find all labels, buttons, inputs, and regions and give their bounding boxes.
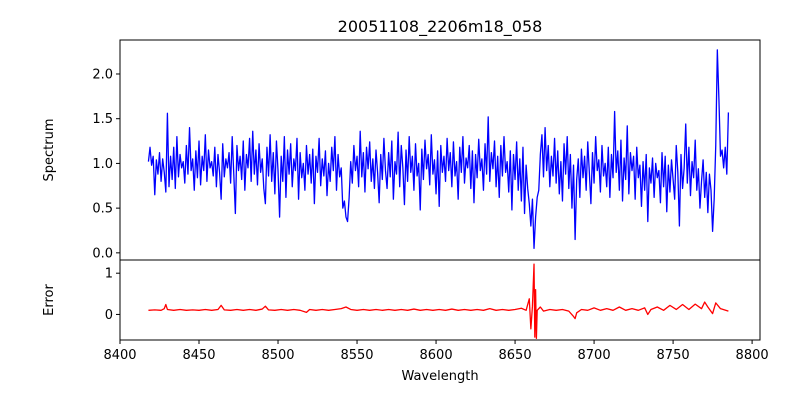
x-axis-label: Wavelength xyxy=(401,369,478,384)
spectrum-panel-frame xyxy=(119,39,761,261)
error-y-axis-label: Error xyxy=(42,284,57,316)
spectrum-y-tick-label: 0.0 xyxy=(92,246,113,261)
x-tick-label: 8400 xyxy=(103,348,136,363)
x-tick-label: 8750 xyxy=(657,348,690,363)
x-ticks: 8400 8450 8500 8550 8600 8650 8700 8750 8800 xyxy=(103,340,769,363)
error-y-ticks: 01 xyxy=(105,267,120,323)
spectrum-y-tick-label: 0.5 xyxy=(92,202,113,217)
error-y-tick-label: 1 xyxy=(105,267,113,282)
spectrum-plot-area xyxy=(147,49,730,250)
x-tick-label: 8800 xyxy=(736,348,769,363)
spectrum-y-tick-label: 1.5 xyxy=(92,112,113,127)
error-panel-frame xyxy=(119,259,761,341)
x-tick-label: 8700 xyxy=(578,348,611,363)
x-tick-label: 8650 xyxy=(499,348,532,363)
chart-title: 20051108_2206m18_058 xyxy=(338,17,543,37)
spectrum-y-axis-label: Spectrum xyxy=(42,119,57,182)
x-tick-label: 8600 xyxy=(420,348,453,363)
error-plot-area xyxy=(148,263,729,339)
error-y-tick-label: 0 xyxy=(105,308,113,323)
spectrum-panel: 0.0 0.5 1.0 1.5 2.0 Spectrum xyxy=(42,39,761,261)
spectrum-series-line xyxy=(147,49,730,250)
error-panel: 01 Error xyxy=(42,259,761,341)
spectrum-y-ticks: 0.0 0.5 1.0 1.5 2.0 xyxy=(92,67,120,261)
error-series-line xyxy=(148,263,729,339)
x-tick-label: 8450 xyxy=(182,348,215,363)
spectrum-y-tick-label: 1.0 xyxy=(92,157,113,172)
x-tick-label: 8500 xyxy=(261,348,294,363)
x-tick-label: 8550 xyxy=(340,348,373,363)
spectrum-y-tick-label: 2.0 xyxy=(92,67,113,82)
